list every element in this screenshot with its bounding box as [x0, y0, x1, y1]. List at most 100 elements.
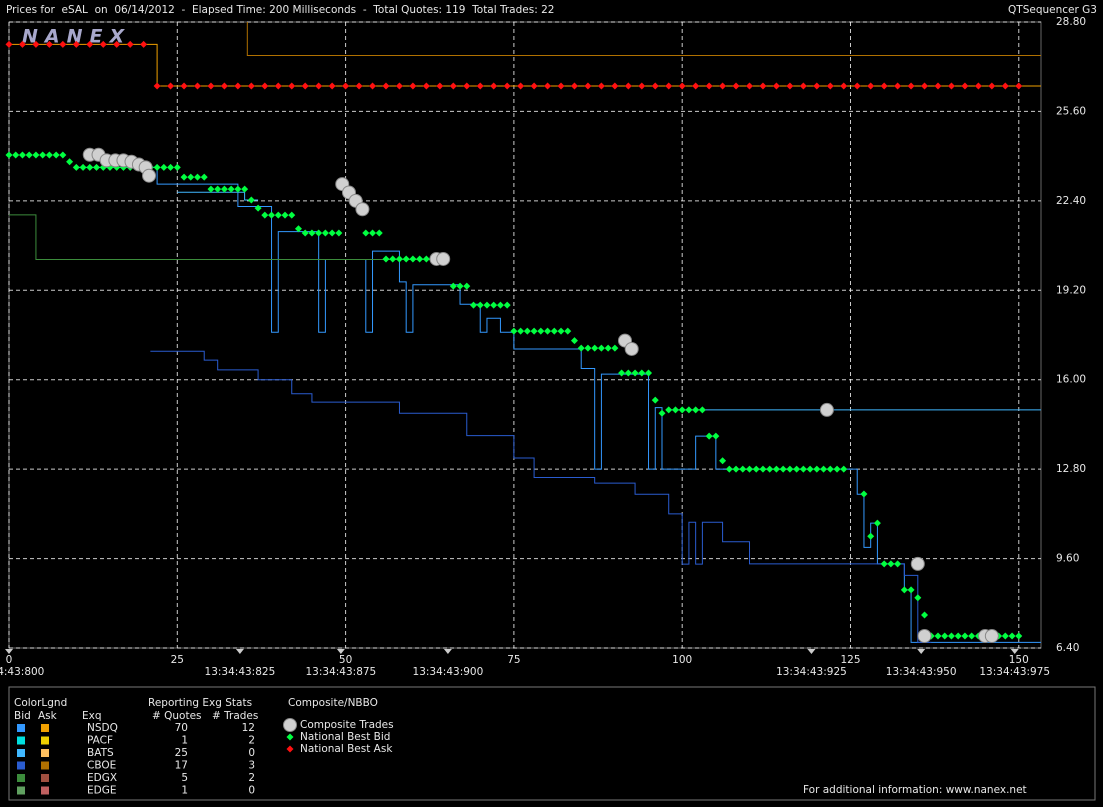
nbbo-point: [826, 465, 834, 473]
nbbo-point: [900, 586, 908, 594]
legend-ask: Ask: [38, 710, 58, 722]
legend-quotes: # Quotes: [152, 710, 202, 722]
nbbo-point: [739, 465, 747, 473]
time-tick: [443, 649, 452, 654]
nbbo-point: [66, 158, 74, 166]
nbbo-point: [301, 82, 309, 90]
x-tick-label: 25: [171, 654, 184, 666]
nbbo-point: [570, 337, 578, 345]
nbbo-point: [597, 82, 605, 90]
nbbo-point: [45, 40, 53, 48]
nbbo-point: [173, 163, 181, 171]
nbbo-point: [557, 82, 565, 90]
nbbo-point: [766, 465, 774, 473]
nbbo-point: [517, 82, 525, 90]
nbbo-point: [490, 301, 498, 309]
nbbo-point: [247, 82, 255, 90]
nbbo-point: [577, 344, 585, 352]
nbbo-point: [342, 82, 350, 90]
time-tick-label: 13:34:43:975: [979, 666, 1050, 678]
nbbo-point: [510, 327, 518, 335]
nbbo-point: [416, 255, 424, 263]
nbbo-point: [678, 406, 686, 414]
nbbo-point: [39, 151, 47, 159]
nbbo-point: [712, 432, 720, 440]
nbbo-point: [369, 229, 377, 237]
quote-line: [150, 350, 932, 643]
exchange-trades: 12: [242, 722, 255, 734]
time-tick: [1010, 649, 1019, 654]
nbbo-point: [214, 185, 222, 193]
nbbo-point: [678, 82, 686, 90]
nbbo-point: [779, 465, 787, 473]
nbbo-point: [328, 82, 336, 90]
nbbo-point: [914, 594, 922, 602]
nbbo-point: [759, 465, 767, 473]
nbbo-point: [160, 163, 168, 171]
nbbo-point: [833, 465, 841, 473]
ask-swatch: [41, 761, 49, 770]
x-tick-label: 0: [6, 654, 13, 666]
nbbo-point: [961, 632, 969, 640]
exchange-name: CBOE: [87, 760, 116, 772]
nbbo-point: [961, 82, 969, 90]
nbbo-point: [604, 344, 612, 352]
nbbo-point: [503, 301, 511, 309]
nbbo-point: [140, 40, 148, 48]
nbbo-point: [880, 560, 888, 568]
nbbo-point: [207, 185, 215, 193]
x-tick-label: 125: [840, 654, 860, 666]
nbbo-point: [752, 465, 760, 473]
time-tick-label: 13:34:43:950: [886, 666, 957, 678]
nbbo-point: [1015, 82, 1023, 90]
nbbo-point: [793, 465, 801, 473]
bid-swatch: [17, 724, 25, 732]
nbbo-point: [328, 229, 336, 237]
nbbo-point: [476, 82, 484, 90]
nbbo-point: [99, 40, 107, 48]
bid-swatch: [17, 786, 25, 795]
plot-area: [8, 21, 1042, 649]
nbbo-point: [167, 82, 175, 90]
exchange-quotes: 17: [175, 760, 188, 772]
trade-point: [142, 168, 157, 183]
time-tick: [5, 649, 13, 654]
y-tick-label: 16.00: [1056, 374, 1086, 386]
nbbo-point: [362, 229, 370, 237]
nbbo-point: [254, 204, 262, 212]
exchange-name: NSDQ: [87, 722, 118, 734]
nbbo-point: [382, 255, 390, 263]
header-title: Prices for eSAL on 06/14/2012 - Elapsed …: [6, 4, 554, 16]
legend-composite: Composite/NBBO: [288, 697, 378, 709]
legend-exchange: Exq: [82, 710, 102, 722]
nbbo-point: [93, 163, 101, 171]
exchange-name: BATS: [87, 747, 114, 759]
logo: NANEX: [22, 26, 131, 48]
nbbo-point: [651, 82, 659, 90]
exchange-quotes: 1: [181, 785, 188, 797]
nbbo-point: [840, 465, 848, 473]
time-tick: [336, 649, 345, 654]
nbbo-point: [200, 173, 208, 181]
nbbo-point: [409, 255, 417, 263]
nbbo-point: [476, 301, 484, 309]
nbbo-point: [288, 82, 296, 90]
nbbo-point: [618, 369, 626, 377]
nbbo-point: [591, 344, 599, 352]
nbbo-point: [234, 82, 242, 90]
bid-swatch: [17, 749, 25, 757]
nbbo-point: [564, 327, 572, 335]
nbbo-point: [685, 406, 693, 414]
nbbo-point: [570, 82, 578, 90]
legend-label: National Best Ask: [300, 743, 393, 755]
time-tick-label: 13:34:43:900: [413, 666, 484, 678]
exchange-trades: 2: [248, 772, 255, 784]
bid-swatch: [17, 736, 25, 745]
nbbo-point: [268, 211, 276, 219]
nbbo-point: [52, 151, 60, 159]
nbbo-point: [611, 344, 619, 352]
nbbo-point: [974, 82, 982, 90]
nbbo-point: [631, 369, 639, 377]
x-tick-label: 150: [1009, 654, 1029, 666]
